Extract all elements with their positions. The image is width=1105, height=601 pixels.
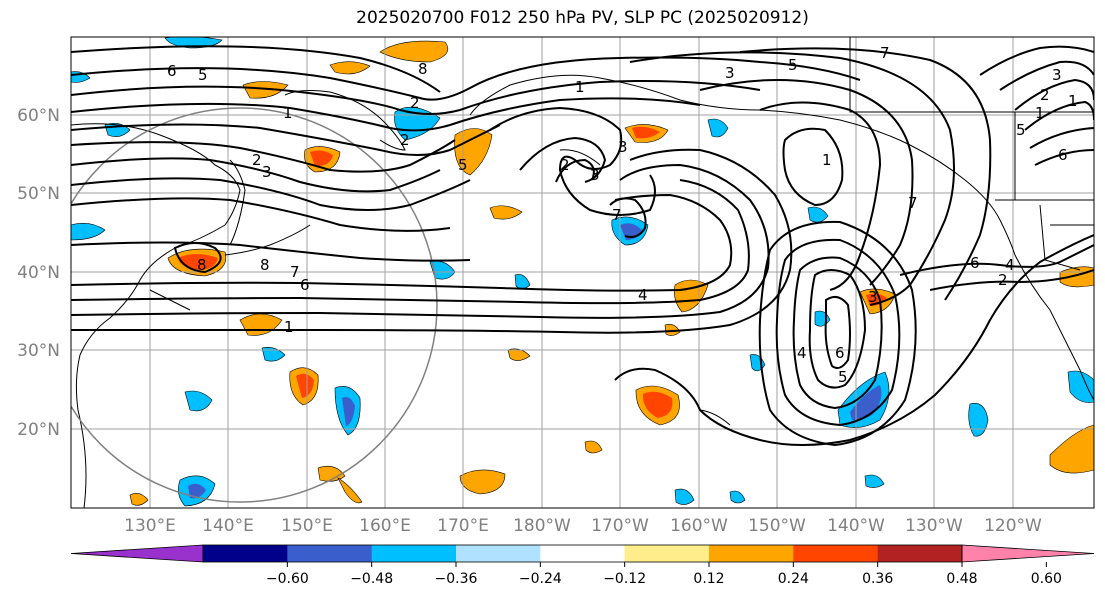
slp-contours xyxy=(71,45,1094,447)
contour-label: 8 xyxy=(197,256,207,274)
contour-label: 1 xyxy=(822,151,832,169)
colorbar-tick-label: 0.60 xyxy=(1031,571,1062,587)
contour-label: 7 xyxy=(908,194,918,212)
lon-label: 160°W xyxy=(670,516,728,536)
colorbar-segment xyxy=(203,545,288,562)
colorbar-segment xyxy=(287,545,373,562)
lon-label: 180°W xyxy=(513,516,571,536)
radius-circle xyxy=(71,107,438,503)
colorbar-extension-high xyxy=(961,544,1095,563)
colorbar-tick-label: 0.36 xyxy=(862,571,893,587)
graticule xyxy=(71,37,1094,508)
lon-label: 130°E xyxy=(124,516,176,536)
contour-label: 6 xyxy=(835,344,845,362)
pv-anomaly-shading xyxy=(71,37,1094,507)
contour-label: 5 xyxy=(458,156,468,174)
contour-label: 5 xyxy=(1016,121,1026,139)
colorbar-tick-label: −0.24 xyxy=(519,571,562,587)
lon-label: 150°W xyxy=(748,516,806,536)
contour-label: 3 xyxy=(725,64,735,82)
contour-label: 4 xyxy=(1005,256,1015,274)
contour-label: 6 xyxy=(300,276,310,294)
contour-label: 3 xyxy=(262,163,272,181)
contour-label: 5 xyxy=(788,56,798,74)
colorbar-segment xyxy=(456,545,541,562)
lon-label: 130°W xyxy=(905,516,963,536)
contour-label: 6 xyxy=(970,254,980,272)
contour-label: 3 xyxy=(1052,66,1062,84)
contour-label: 1 xyxy=(575,78,585,96)
colorbar-segment xyxy=(709,545,794,562)
colorbar-tick-label: 0.12 xyxy=(693,571,724,587)
lat-label-50n: 50°N xyxy=(17,184,60,204)
lon-label: 140°W xyxy=(827,516,885,536)
lon-label: 170°W xyxy=(591,516,649,536)
lon-label: 120°W xyxy=(984,516,1042,536)
colorbar-segment xyxy=(877,545,963,562)
colorbar-segment xyxy=(371,545,457,562)
map-title: 2025020700 F012 250 hPa PV, SLP PC (2025… xyxy=(356,8,809,28)
colorbar-extension-low xyxy=(70,544,204,563)
colorbar-tick-label: 0.24 xyxy=(778,571,809,587)
lon-label: 160°E xyxy=(359,516,411,536)
colorbar-tick-label: 0.48 xyxy=(946,571,977,587)
contour-label: 5 xyxy=(198,66,208,84)
contour-label: 7 xyxy=(612,206,622,224)
contour-label: 1 xyxy=(284,318,294,336)
contour-label: 2 xyxy=(252,151,262,169)
contour-label: 1 xyxy=(1035,104,1045,122)
lat-label-60n: 60°N xyxy=(17,106,60,126)
contour-label: 6 xyxy=(1058,146,1068,164)
contour-label: 2 xyxy=(1040,86,1050,104)
colorbar-segment xyxy=(624,545,710,562)
contour-label: 2 xyxy=(998,271,1008,289)
colorbar-tick-label: −0.60 xyxy=(266,571,309,587)
map-frame xyxy=(70,36,1095,509)
contour-labels: 5 6 8 1 3 5 1 2 3 5 2 3 2 2 3 7 8 8 7 6 … xyxy=(167,44,1078,386)
contour-label: 3 xyxy=(590,166,600,184)
contour-label: 1 xyxy=(1068,92,1078,110)
contour-label: 2 xyxy=(400,131,410,149)
colorbar: −0.60 −0.48 −0.36 −0.24 −0.12 0.12 0.24 0.36 0.4… xyxy=(70,544,1095,587)
colorbar-segment xyxy=(793,545,879,562)
lon-label: 140°E xyxy=(202,516,254,536)
lat-label-20n: 20°N xyxy=(17,420,60,440)
contour-label: 6 xyxy=(167,62,177,80)
latitude-labels: 60°N 50°N 40°N 30°N 20°N xyxy=(17,106,60,440)
contour-label: 5 xyxy=(838,368,848,386)
lat-label-40n: 40°N xyxy=(17,263,60,283)
colorbar-segment xyxy=(540,545,626,562)
contour-label: 8 xyxy=(260,256,270,274)
contour-label: 3 xyxy=(868,288,878,306)
coastlines xyxy=(71,37,1094,508)
colorbar-outline xyxy=(202,544,963,563)
contour-label: 4 xyxy=(638,286,648,304)
contour-label: 7 xyxy=(880,44,890,62)
contour-label: 2 xyxy=(560,156,570,174)
contour-label: 3 xyxy=(618,138,628,156)
contour-label: 7 xyxy=(290,263,300,281)
longitude-labels: 130°E 140°E 150°E 160°E 170°E 180°W 170°… xyxy=(124,516,1042,536)
negative-pv-anomalies xyxy=(71,37,1094,507)
contour-label: 8 xyxy=(418,60,428,78)
contour-label: 4 xyxy=(797,344,807,362)
lat-label-30n: 30°N xyxy=(17,341,60,361)
colorbar-tick-label: −0.48 xyxy=(350,571,393,587)
colorbar-tick-label: −0.12 xyxy=(603,571,646,587)
lon-label: 150°E xyxy=(281,516,333,536)
contour-label: 2 xyxy=(410,94,420,112)
colorbar-tick-label: −0.36 xyxy=(435,571,478,587)
lon-label: 170°E xyxy=(437,516,489,536)
contour-label: 1 xyxy=(283,104,293,122)
